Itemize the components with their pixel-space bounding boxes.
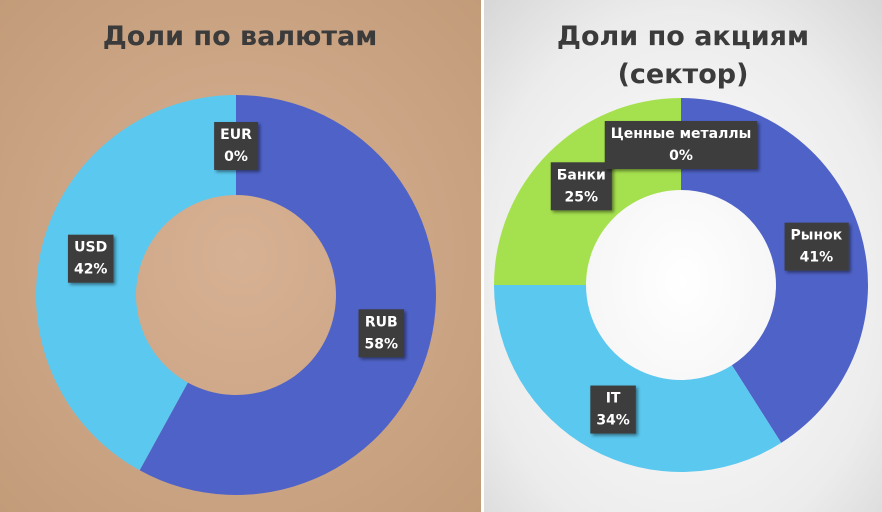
label-value: 41% xyxy=(800,250,834,266)
label-category: Банки xyxy=(557,167,606,183)
data-label: RUB 58% xyxy=(358,309,405,358)
slice xyxy=(36,95,237,471)
label-category: RUB xyxy=(365,314,398,330)
label-value: 25% xyxy=(565,189,599,205)
chart-title: Доли по валютам xyxy=(102,21,378,52)
data-label: IT 34% xyxy=(590,385,636,434)
data-label: Рынок 41% xyxy=(784,222,849,271)
label-box xyxy=(550,162,612,211)
label-box xyxy=(590,385,636,434)
data-label: USD 42% xyxy=(67,234,114,283)
label-value: 34% xyxy=(596,413,630,429)
data-label: EUR 0% xyxy=(214,122,259,170)
data-label: Ценные металлы 0% xyxy=(604,121,758,169)
label-category: EUR xyxy=(220,127,252,143)
label-box xyxy=(604,121,758,169)
label-category: Рынок xyxy=(791,228,843,244)
label-value: 58% xyxy=(365,336,399,352)
label-box xyxy=(214,122,259,170)
label-category: USD xyxy=(74,240,107,256)
chart-title: Доли по акциям (сектор) xyxy=(556,21,810,90)
label-box xyxy=(358,309,405,358)
slice xyxy=(681,98,868,443)
label-value: 42% xyxy=(74,262,108,278)
label-box xyxy=(67,234,114,283)
label-box xyxy=(784,222,849,271)
data-label: Банки 25% xyxy=(550,162,612,211)
label-category: IT xyxy=(606,391,621,407)
slice xyxy=(494,285,782,472)
slice xyxy=(139,95,437,495)
label-value: 0% xyxy=(669,148,693,164)
label-value: 0% xyxy=(224,149,248,165)
label-category: Ценные металлы xyxy=(611,126,752,142)
